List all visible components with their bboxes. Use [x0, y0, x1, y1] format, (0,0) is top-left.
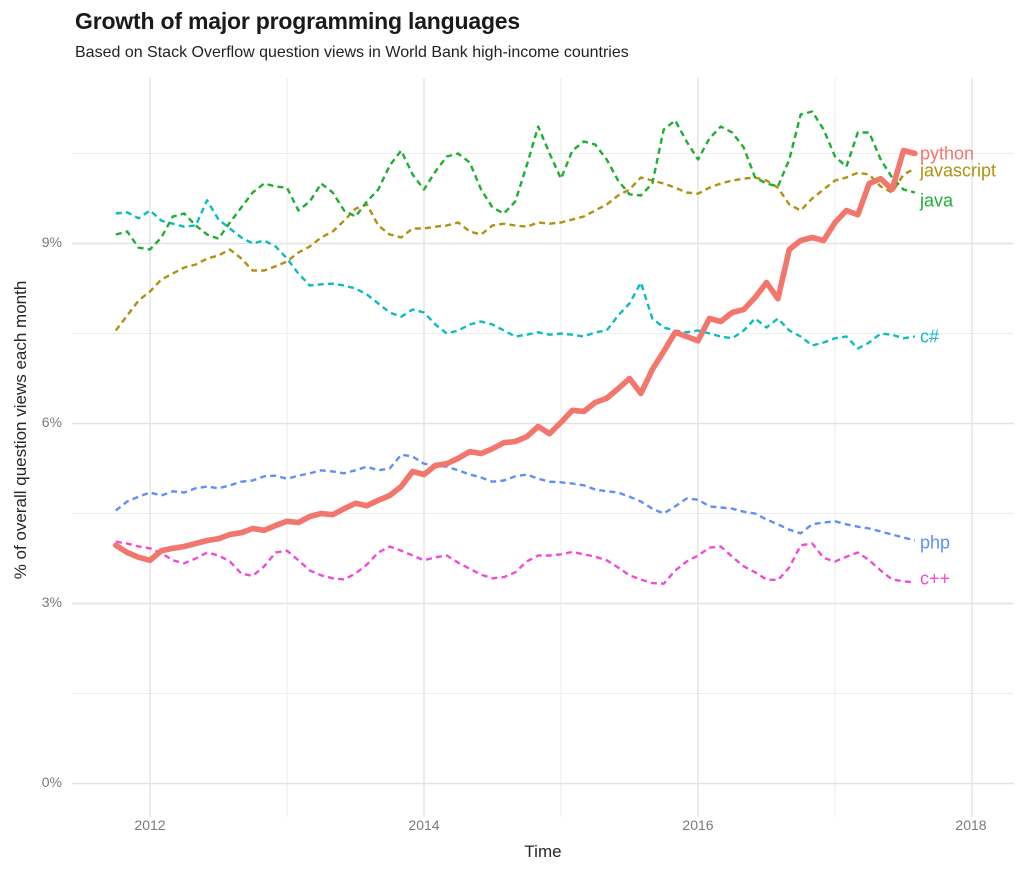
- series-line-python: [113, 147, 918, 564]
- series-label-php: php: [920, 532, 951, 552]
- series-label-csharp: c#: [920, 326, 940, 346]
- series-line-java: [115, 110, 916, 251]
- series-label-cpp: c++: [920, 568, 951, 588]
- chart-subtitle: Based on Stack Overflow question views i…: [75, 44, 629, 61]
- x-tick-2018: 2018: [955, 817, 987, 833]
- y-tick-9pct: 9%: [41, 234, 62, 250]
- series-line-php: [115, 453, 916, 542]
- y-tick-3pct: 3%: [41, 594, 62, 610]
- x-axis-title: Time: [524, 842, 562, 861]
- series-label-java: java: [920, 190, 954, 210]
- y-tick-6pct: 6%: [41, 414, 62, 430]
- chart-title: Growth of major programming languages: [75, 8, 520, 34]
- y-tick-0pct: 0%: [41, 774, 62, 790]
- x-tick-2014: 2014: [408, 817, 440, 833]
- y-axis-title: % of overall question views each month: [11, 280, 30, 580]
- series-label-python: python: [920, 143, 975, 163]
- series-line-javascript: [114, 167, 916, 332]
- series-line-c#: [115, 199, 916, 350]
- series-line-c++: [115, 540, 916, 585]
- series-label-javascript: javascript: [920, 160, 997, 180]
- x-tick-2016: 2016: [682, 817, 714, 833]
- x-tick-2012: 2012: [134, 817, 166, 833]
